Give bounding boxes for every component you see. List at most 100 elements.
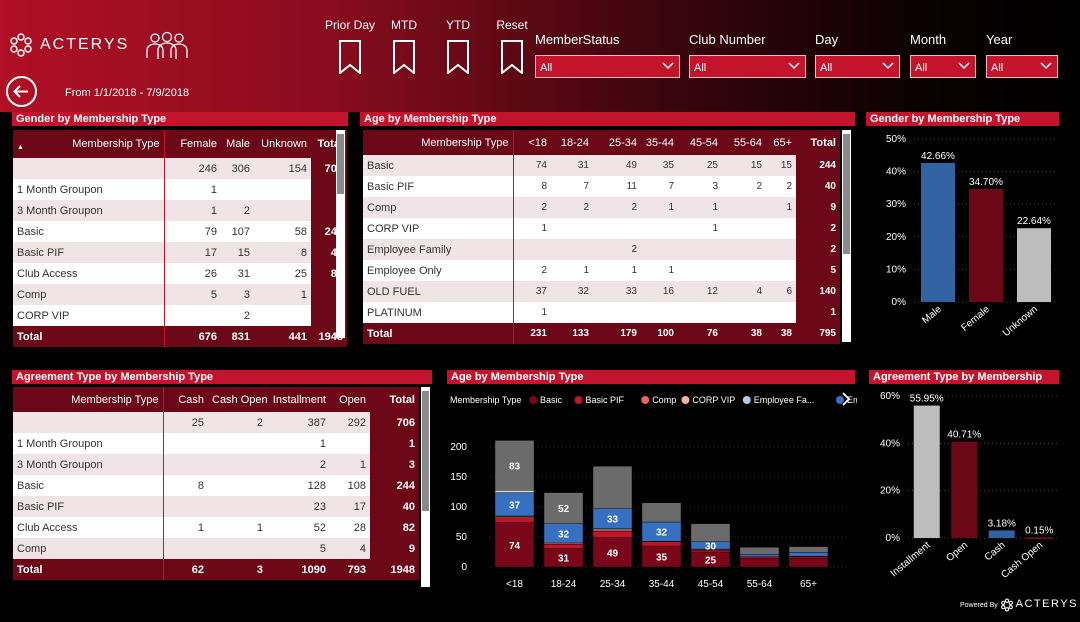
data-label: 74 [509,541,521,552]
legend-swatch [681,396,690,404]
day-dropdown[interactable]: All [815,55,900,78]
bookmark-mtd[interactable]: MTD [384,18,424,77]
table-row[interactable]: CORP VIP 1 1 2 [363,218,840,239]
gender-bar-chart: 0% 10% 20% 30% 40% 50% 42.66% Male 34.70% Female 2… [886,134,1058,339]
y-tick-label: 40% [880,438,900,449]
member-status-dropdown[interactable]: All [535,55,680,78]
legend-item: CORP VIP [692,395,735,405]
bar-segment-basic [592,537,633,568]
column-header[interactable]: Male [221,130,254,158]
bar-segment-old-fuel [690,523,731,543]
table-row[interactable]: Comp 2 2 2 1 1 1 9 [363,197,840,218]
table-row[interactable]: Basic 74 31 49 35 25 15 15 244 [363,155,840,176]
column-header[interactable]: Cash Open [208,387,267,412]
agreement-matrix: Membership Type Cash Cash Open Installme… [13,387,419,580]
table-row[interactable]: Comp5319 [13,284,347,305]
bar-segment-old-fuel [543,492,584,524]
bookmark-prior-day[interactable]: Prior Day [325,18,375,77]
bar-segment-basic-pif [543,543,584,549]
table-row[interactable]: 3 Month Groupon123 [13,200,347,221]
column-header[interactable]: Total [796,130,840,155]
table-row[interactable]: 246 306 154 706 [13,158,347,179]
y-tick-label: 50% [886,134,906,145]
bar-segment-other [494,489,535,493]
bar-segment-old-fuel [788,546,829,553]
table-row[interactable]: Basic 79 107 58 244 [13,221,347,242]
table-row[interactable]: Employee Family 2 2 [363,239,840,260]
column-header[interactable]: 18-24 [551,130,593,155]
table-row[interactable]: 3 Month Groupon 2 1 3 [13,454,419,475]
month-dropdown[interactable]: All [910,55,976,78]
column-header[interactable]: <18 [513,130,551,155]
bar-male [921,162,955,302]
age-table-scrollbar[interactable] [842,130,851,342]
bookmark-ytd[interactable]: YTD [438,18,478,77]
table-row[interactable]: Club Access26312582 [13,263,347,284]
column-header[interactable]: 45-54 [678,130,722,155]
table-row[interactable]: Club Access 1 1 52 28 82 [13,517,419,538]
gender-table-scrollbar[interactable] [336,130,345,338]
table-row[interactable]: PLATINUM 1 1 [363,302,840,323]
data-label: 22.64% [1017,216,1051,227]
column-header[interactable]: 55-64 [722,130,766,155]
members-icon [146,31,188,59]
slicer-day[interactable]: Day All [815,32,900,78]
y-tick-label: 150 [450,472,467,483]
column-header[interactable]: ▲ Membership Type [13,130,165,158]
column-header[interactable]: Unknown [254,130,311,158]
chevron-right-icon [842,392,851,406]
bar-segment-old-fuel [494,440,535,491]
table-row[interactable]: Employee Only 2 1 1 1 5 [363,260,840,281]
brand-name: ACTERYS [40,36,130,53]
date-range: From 1/1/2018 - 7/9/2018 [65,87,190,99]
agreement-table-scrollbar[interactable] [421,387,430,587]
bar-segment-old-fuel [641,502,682,523]
column-header[interactable]: Female [164,130,221,158]
table-row[interactable]: 25 2 387 292 706 [13,412,419,433]
table-row[interactable]: CORP VIP22 [13,305,347,326]
data-label: 42.66% [921,151,955,162]
year-dropdown[interactable]: All [986,55,1058,78]
bookmark-label: MTD [391,18,417,32]
y-tick-label: 20% [880,486,900,497]
x-tick-label: Female [959,304,992,334]
table-row[interactable]: Basic PIF 8 7 11 7 3 2 2 40 [363,176,840,197]
bar-segment-basic-pif [592,530,633,538]
back-button[interactable] [6,76,37,107]
column-header[interactable]: Installment [267,387,330,412]
x-tick-label: 45-54 [698,579,724,590]
column-header[interactable]: 25-34 [593,130,641,155]
legend-swatch [529,396,537,404]
bar-segment-basic-pif [641,541,682,547]
table-row[interactable]: Basic PIF1715840 [13,242,347,263]
slicer-member-status[interactable]: MemberStatus All [535,32,680,78]
slicer-club-number[interactable]: Club Number All [689,32,806,78]
column-header[interactable]: Membership Type [363,130,514,155]
table-row[interactable]: Basic 8 128 108 244 [13,475,419,496]
chevron-down-icon [882,62,894,70]
column-header[interactable]: Membership Type [13,387,164,412]
y-tick-label: 40% [886,167,906,178]
slicer-year[interactable]: Year All [986,32,1058,78]
bar-segment-old-fuel [739,546,780,555]
column-header[interactable]: 65+ [766,130,796,155]
club-number-dropdown[interactable]: All [689,55,806,78]
age-matrix: Membership Type <18 18-24 25-34 35-44 45… [363,130,841,344]
x-tick-label: Cash Open [999,540,1045,581]
column-header[interactable]: Cash [163,387,208,412]
column-header[interactable]: Open [330,387,370,412]
data-label: 55.95% [910,394,944,405]
column-header[interactable]: Total [370,387,419,412]
table-row[interactable]: OLD FUEL 37 32 33 16 12 4 6 140 [363,281,840,302]
bookmark-reset[interactable]: Reset [492,18,532,77]
slicer-month[interactable]: Month All [910,32,976,78]
y-tick-label: 60% [880,391,900,402]
table-row[interactable]: Comp 5 4 9 [13,538,419,559]
data-label: 32 [558,529,570,540]
gender-chart-title: Gender by Membership Type [866,112,1059,126]
table-row[interactable]: Basic PIF 23 17 40 [13,496,419,517]
column-header[interactable]: 35-44 [641,130,678,155]
bookmark-label: YTD [446,18,470,32]
